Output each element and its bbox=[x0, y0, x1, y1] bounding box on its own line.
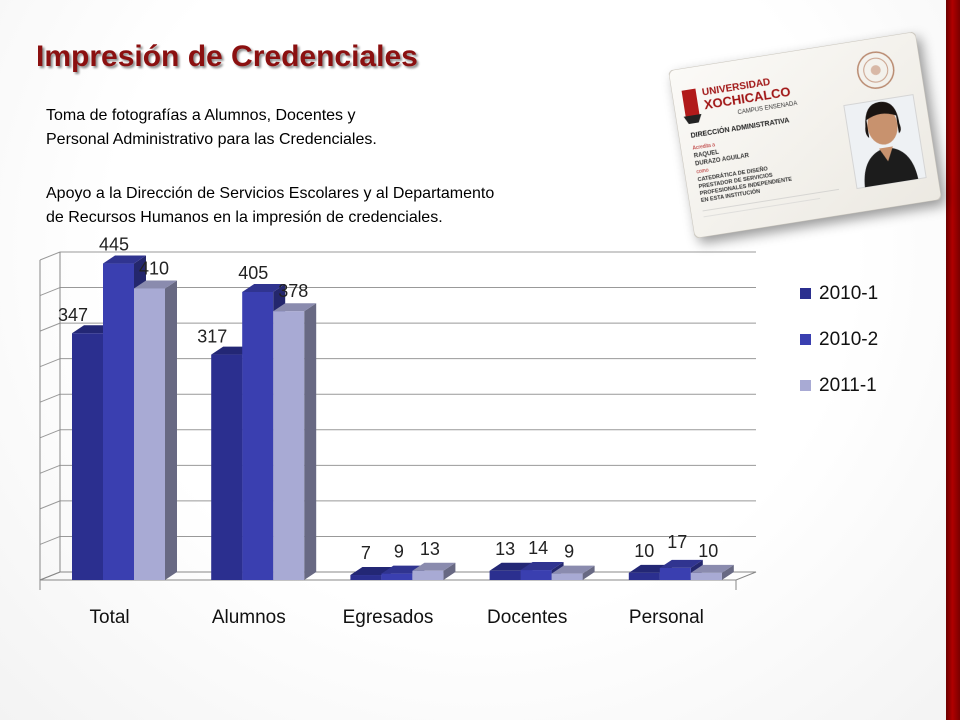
gridline-side bbox=[39, 322, 61, 332]
legend-label: 2010-1 bbox=[819, 283, 878, 304]
legend-label: 2010-2 bbox=[819, 329, 878, 350]
paragraph-photos: Toma de fotografías a Alumnos, Docentes … bbox=[46, 104, 377, 152]
chart: 347 445 410 317 405 378 7 9 13 13 14 9 10 17 10 Total A… bbox=[39, 236, 878, 628]
gridline-side bbox=[39, 535, 61, 545]
bar-front bbox=[273, 311, 305, 580]
bar-top bbox=[273, 303, 317, 312]
bar-front bbox=[628, 572, 660, 580]
bar-front bbox=[350, 575, 382, 580]
bar-front bbox=[551, 573, 583, 580]
card-name-line1: RAQUEL bbox=[694, 150, 720, 160]
bar-side bbox=[582, 565, 595, 580]
bar-front bbox=[134, 288, 165, 580]
category-label: Total bbox=[90, 607, 130, 628]
paragraph-support-line1: Apoyo a la Dirección de Servicios Escola… bbox=[46, 185, 495, 202]
portrait-photo bbox=[843, 94, 927, 190]
data-label: 9 bbox=[564, 542, 574, 562]
bar-front bbox=[489, 570, 521, 580]
legend-swatch bbox=[800, 380, 811, 391]
bar-side bbox=[721, 564, 734, 580]
bar-front bbox=[381, 573, 413, 580]
bar-personal-2010-2 bbox=[659, 559, 703, 580]
bar-front bbox=[412, 570, 444, 580]
legend-swatch bbox=[800, 288, 811, 299]
bar-side bbox=[304, 303, 317, 580]
data-label: 378 bbox=[278, 281, 308, 301]
university-seal-icon bbox=[856, 51, 895, 89]
gridline-side bbox=[39, 251, 61, 261]
gridline-side bbox=[39, 500, 61, 510]
bar-top bbox=[551, 565, 595, 574]
id-card-photo: UNIVERSIDAD XOCHICALCO CAMPUS ENSENADA D… bbox=[668, 31, 942, 239]
bar-top bbox=[520, 562, 564, 571]
data-label: 13 bbox=[495, 539, 515, 559]
gridline-side bbox=[39, 429, 61, 439]
data-label: 405 bbox=[238, 263, 268, 283]
data-label: 347 bbox=[58, 305, 88, 325]
bar-top bbox=[690, 564, 734, 573]
data-label: 14 bbox=[528, 538, 548, 558]
bar-total-2011-1 bbox=[134, 280, 177, 580]
gridline-side bbox=[39, 393, 61, 403]
data-label: 9 bbox=[394, 542, 404, 562]
data-label: 410 bbox=[139, 258, 169, 278]
bar-egresados-2011-1 bbox=[412, 562, 456, 580]
card-role-label: como bbox=[696, 168, 709, 176]
paragraph-support: Apoyo a la Dirección de Servicios Escola… bbox=[46, 182, 494, 230]
bar-alumnos-2011-1 bbox=[273, 303, 317, 580]
bar-docentes-2011-1 bbox=[551, 565, 595, 580]
paragraph-photos-line1: Toma de fotografías a Alumnos, Docentes … bbox=[46, 107, 356, 124]
right-accent-bar bbox=[946, 0, 960, 720]
bar-top bbox=[242, 284, 286, 292]
category-label: Alumnos bbox=[212, 607, 286, 628]
data-label: 7 bbox=[361, 543, 371, 563]
data-label: 317 bbox=[197, 327, 227, 347]
category-label: Personal bbox=[629, 607, 704, 628]
bar-side bbox=[443, 562, 456, 580]
bar-top bbox=[103, 255, 146, 264]
bar-top bbox=[489, 562, 533, 571]
gridline-side bbox=[39, 464, 61, 474]
card-acredita: Acredita a bbox=[692, 142, 715, 151]
data-label: 10 bbox=[698, 541, 718, 561]
bar-top bbox=[134, 280, 177, 289]
chart-bars bbox=[72, 255, 734, 581]
bar-front bbox=[72, 333, 103, 580]
bar-front bbox=[659, 567, 691, 580]
bar-front bbox=[211, 354, 243, 580]
category-label: Docentes bbox=[487, 607, 567, 628]
bar-front bbox=[520, 570, 552, 580]
university-logo bbox=[681, 88, 702, 125]
bar-top bbox=[659, 559, 703, 568]
legend-label: 2011-1 bbox=[819, 375, 877, 396]
category-label: Egresados bbox=[343, 607, 434, 628]
bar-front bbox=[690, 572, 722, 580]
paragraph-support-line2: de Recursos Humanos en la impresión de c… bbox=[46, 209, 443, 226]
gridline-side bbox=[39, 287, 61, 297]
bar-personal-2011-1 bbox=[690, 564, 734, 580]
data-label: 10 bbox=[634, 541, 654, 561]
data-label: 17 bbox=[667, 532, 687, 552]
bar-front bbox=[242, 292, 274, 580]
gridline-side bbox=[39, 358, 61, 368]
data-label: 13 bbox=[420, 539, 440, 559]
chart-legend: 2010-1 2010-2 2011-1 bbox=[800, 283, 878, 396]
bar-top bbox=[412, 562, 456, 571]
bar-side bbox=[165, 280, 177, 580]
chart-data-labels: 347 445 410 317 405 378 7 9 13 13 14 9 10 17 10 bbox=[58, 236, 718, 563]
paragraph-photos-line2: Personal Administrativo para las Credenc… bbox=[46, 131, 377, 148]
data-label: 445 bbox=[99, 236, 129, 255]
chart-category-labels: Total Alumnos Egresados Docentes Personal bbox=[90, 607, 704, 628]
bar-front bbox=[103, 263, 134, 580]
legend-swatch bbox=[800, 334, 811, 345]
slide-title: Impresión de Credenciales bbox=[36, 40, 418, 73]
